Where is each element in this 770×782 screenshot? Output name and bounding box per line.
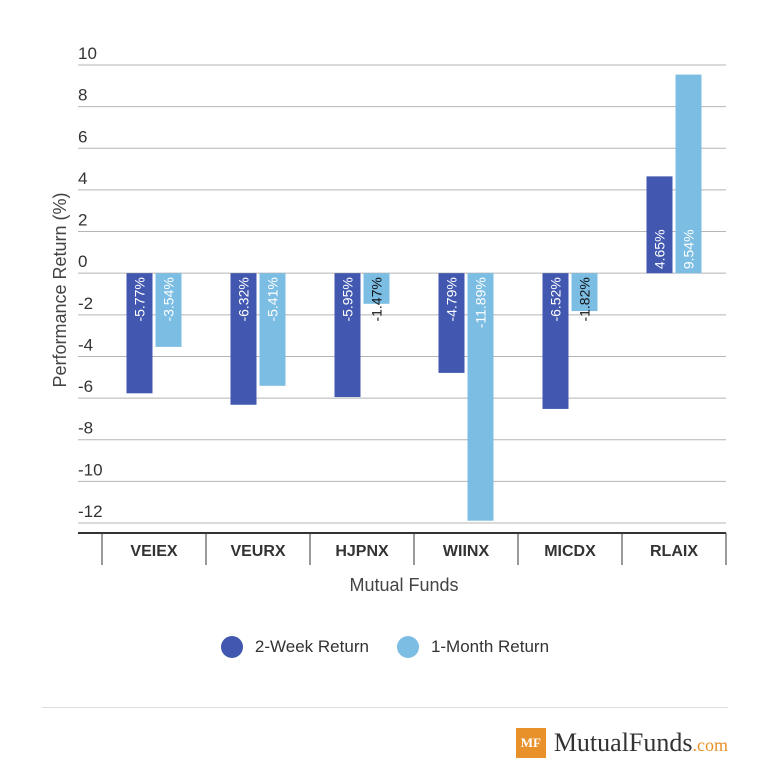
y-tick-label: -10 [78, 460, 103, 479]
data-label: -5.95% [340, 277, 356, 321]
data-labels: -5.77% -3.54% -6.32% -5.41% -5.95% -1.47% -4.7… [132, 229, 697, 328]
legend-label-1-month: 1-Month Return [430, 637, 550, 656]
legend-swatch-2-week [220, 636, 243, 658]
bar [230, 273, 257, 405]
bar [467, 273, 494, 521]
bar [646, 176, 673, 274]
data-label: -1.47% [369, 277, 385, 321]
bar [259, 273, 286, 386]
y-tick-label: -4 [78, 335, 93, 354]
x-tick-label: VEURX [230, 543, 285, 560]
x-axis: VEIEX VEURX HJPNX WIINX MICDX RLAIX [78, 532, 727, 565]
data-label: -5.41% [265, 277, 281, 321]
y-tick-label: -6 [78, 377, 93, 396]
brand-tld: .com [692, 735, 729, 755]
data-label: 9.54% [681, 229, 697, 269]
y-tick-label: -2 [78, 294, 93, 313]
bar [542, 273, 569, 409]
x-axis-title: Mutual Funds [349, 575, 458, 595]
data-label: -1.82% [577, 277, 593, 321]
y-tick-label: 2 [78, 211, 87, 230]
data-label: -4.79% [444, 277, 460, 321]
data-label: 4.65% [652, 229, 668, 269]
bar [675, 74, 702, 274]
data-label: -6.52% [548, 277, 564, 321]
bar [363, 273, 390, 304]
bar [438, 273, 465, 373]
x-tick-label: MICDX [544, 543, 596, 560]
data-label: -6.32% [236, 277, 252, 321]
x-tick-label: RLAIX [650, 543, 698, 560]
y-tick-label: -12 [78, 502, 103, 521]
legend-item-2-week: 2-Week Return [220, 636, 369, 658]
legend-swatch-1-month [396, 636, 419, 658]
legend: 2-Week Return 1-Month Return [0, 636, 770, 658]
y-tick-label: 4 [78, 169, 87, 188]
legend-label-2-week: 2-Week Return [254, 637, 369, 656]
footer-divider [42, 707, 728, 708]
x-tick-label: HJPNX [335, 543, 389, 560]
bar [571, 273, 598, 312]
y-tick-label: 10 [78, 44, 97, 63]
brand-mark-icon: MF [515, 728, 546, 758]
x-tick-label: WIINX [443, 543, 490, 560]
bar [126, 273, 153, 394]
y-axis-title: Performance Return (%) [50, 192, 70, 387]
bar [155, 273, 182, 347]
y-tick-label: -8 [78, 419, 93, 438]
y-tick-label: 8 [78, 86, 87, 105]
x-tick-label: VEIEX [130, 543, 177, 560]
bar [334, 273, 361, 398]
bars [126, 74, 702, 521]
bar-chart: 10 8 6 4 2 0 -2 -4 -6 -8 -10 -12 -5.77% -3.54% -6.32%… [50, 44, 727, 595]
data-label: -11.89% [473, 277, 489, 328]
brand-name: MutualFunds [553, 728, 693, 757]
gridlines [78, 64, 726, 524]
data-label: -5.77% [132, 277, 148, 321]
legend-item-1-month: 1-Month Return [396, 636, 550, 658]
y-tick-labels: 10 8 6 4 2 0 -2 -4 -6 -8 -10 -12 [78, 44, 103, 521]
data-label: -3.54% [161, 277, 177, 321]
y-tick-label: 0 [78, 252, 87, 271]
brand-logo[interactable]: MF MutualFunds.com [515, 728, 729, 758]
y-tick-label: 6 [78, 127, 87, 146]
